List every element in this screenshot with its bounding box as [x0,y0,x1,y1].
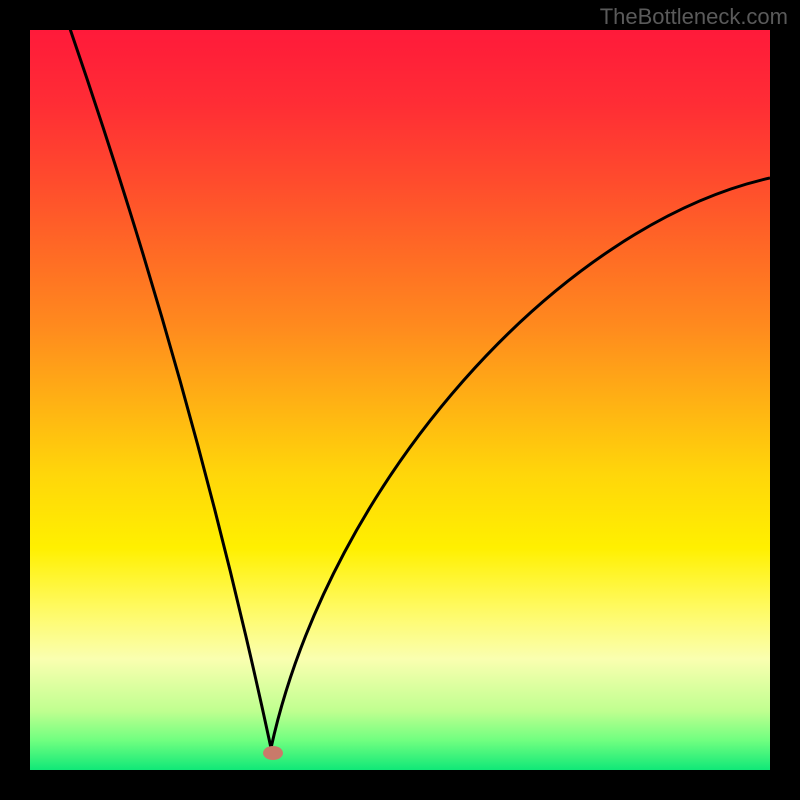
bottleneck-chart [0,0,800,800]
chart-container: TheBottleneck.com [0,0,800,800]
optimal-marker [263,746,283,760]
plot-background [30,30,770,770]
watermark-label: TheBottleneck.com [600,4,788,30]
